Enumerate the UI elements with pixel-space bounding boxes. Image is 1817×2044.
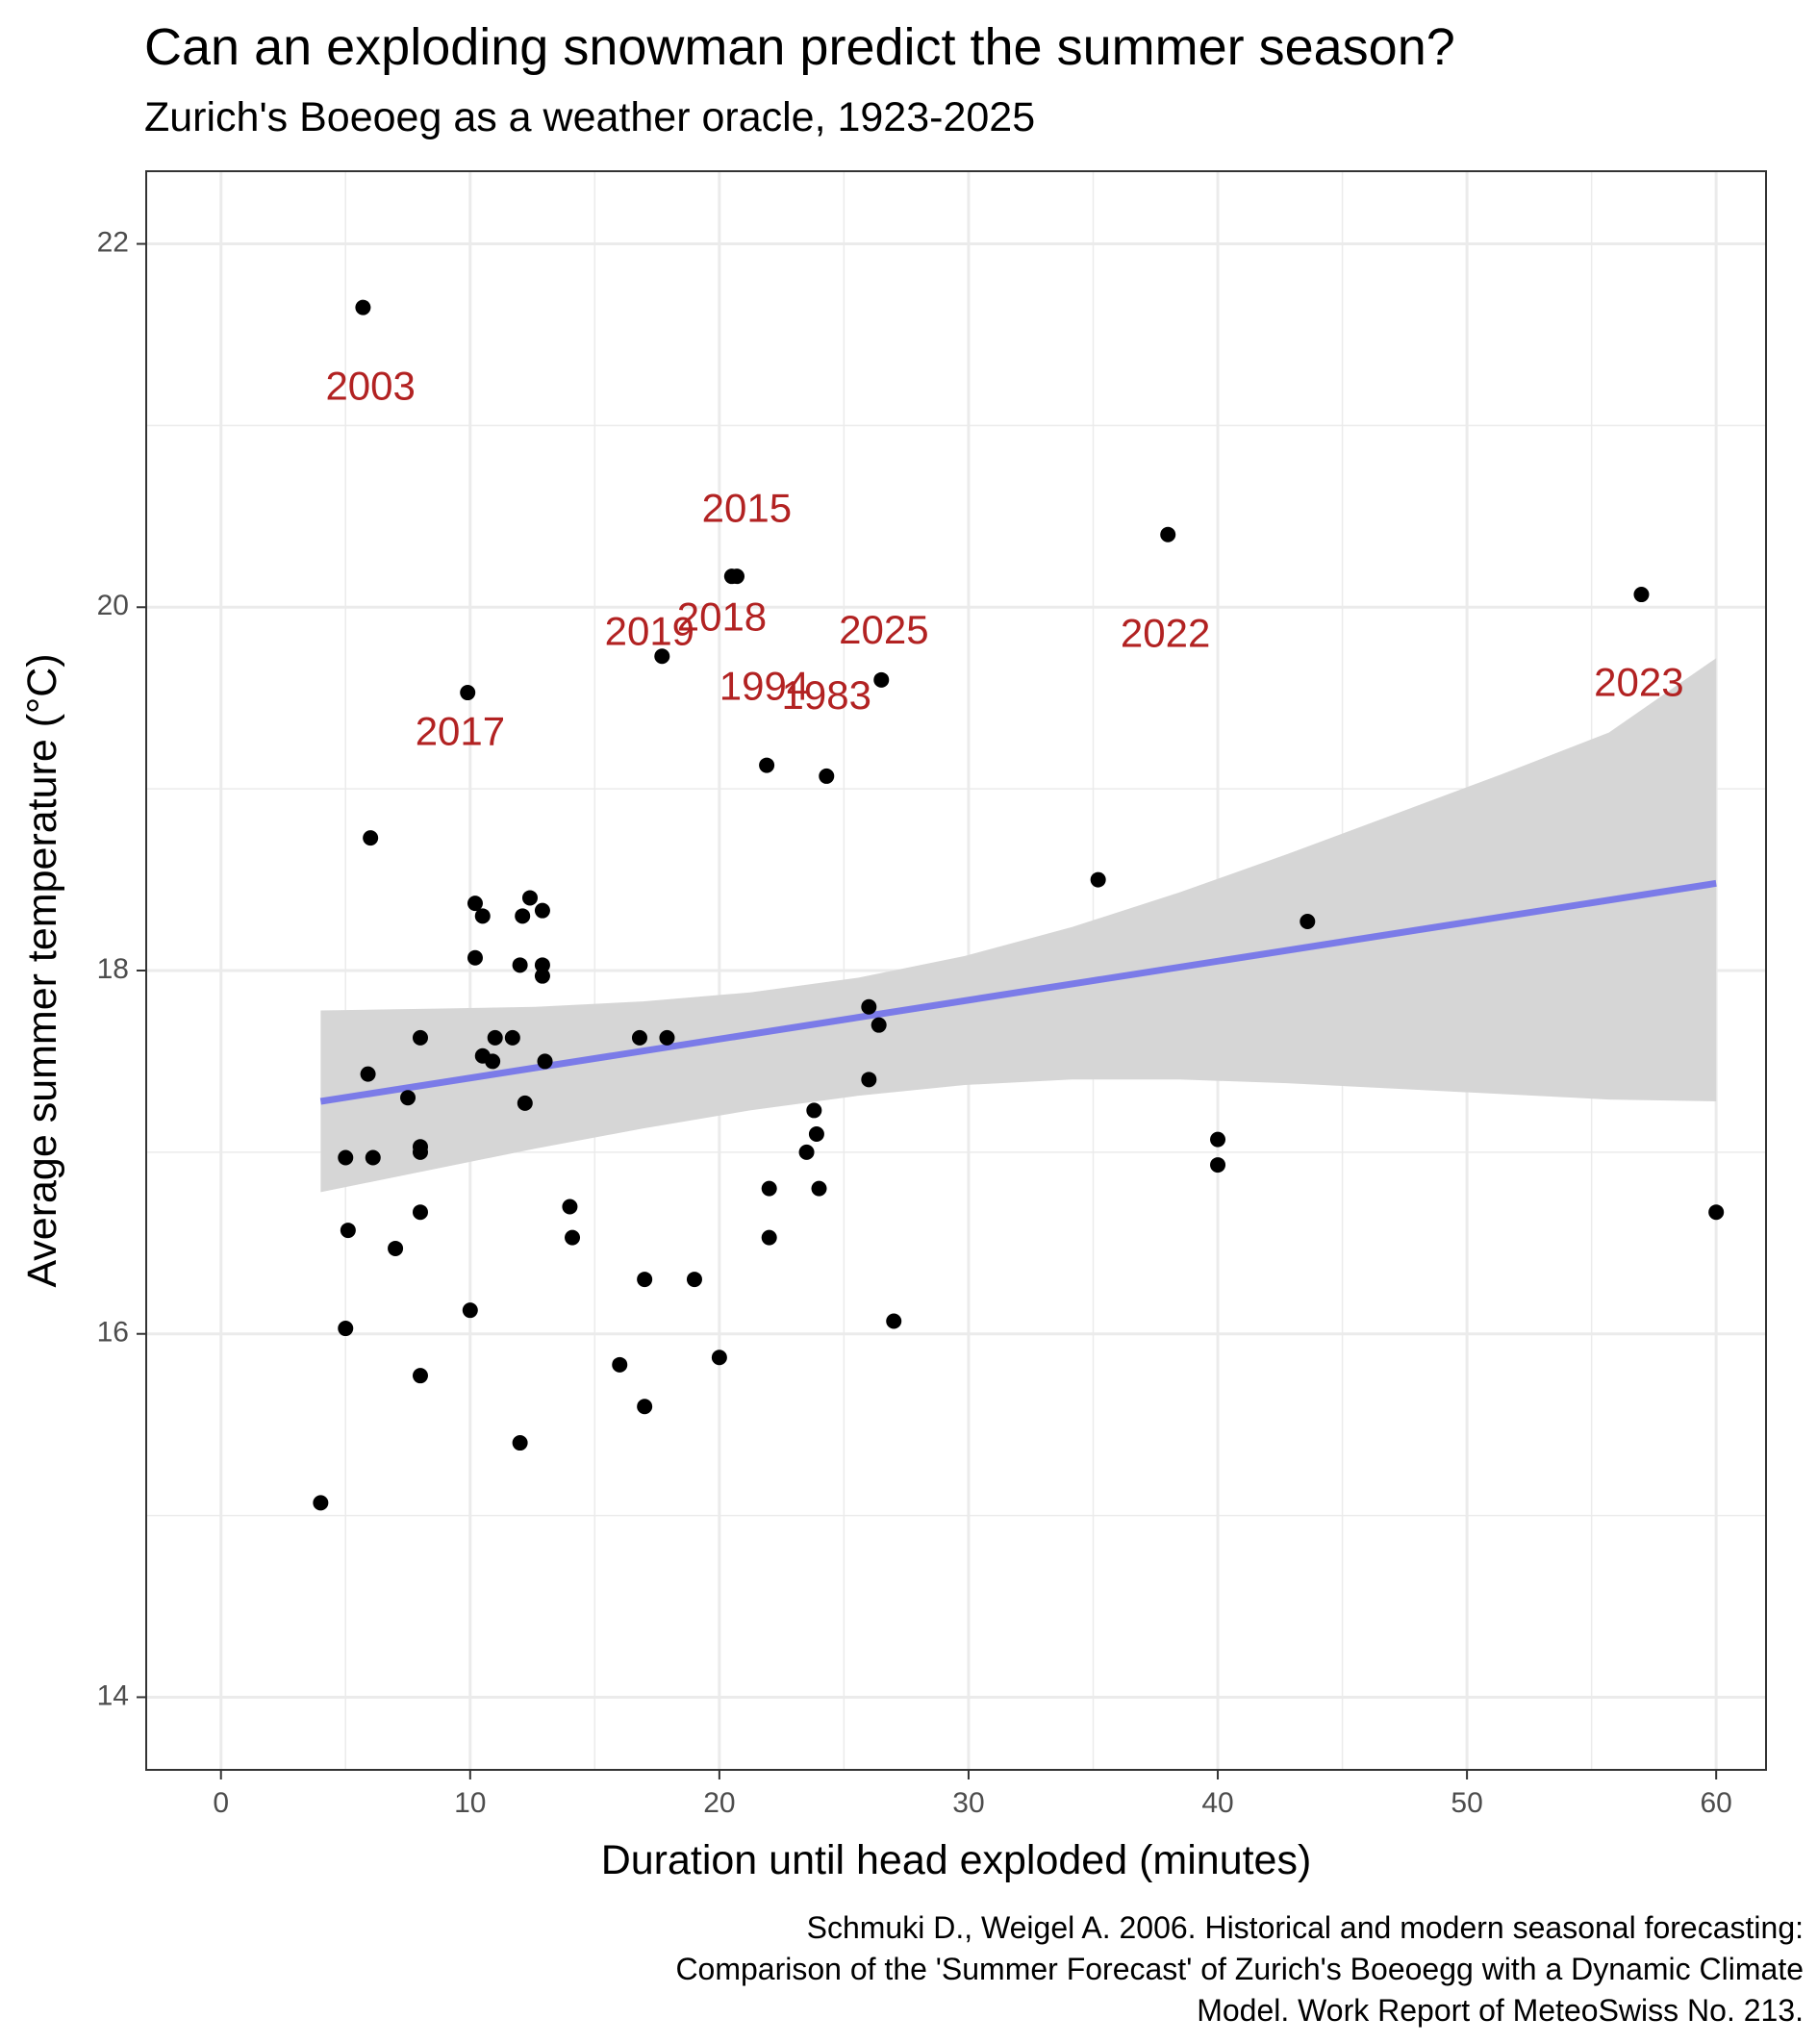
confidence-band: [320, 658, 1717, 1193]
data-point: [654, 648, 670, 665]
x-axis-title: Duration until head exploded (minutes): [601, 1837, 1312, 1883]
data-point: [355, 299, 371, 315]
data-point: [861, 998, 877, 1015]
data-point: [462, 1302, 478, 1319]
data-point: [631, 1029, 647, 1046]
data-point: [365, 1149, 381, 1166]
y-axis-title: Average summer temperature (°C): [19, 653, 65, 1287]
year-label: 2022: [1121, 611, 1210, 656]
data-point: [861, 1072, 877, 1088]
data-point: [808, 1125, 824, 1142]
data-point: [873, 671, 890, 688]
data-point: [1210, 1157, 1226, 1173]
data-points: [313, 299, 1725, 1511]
data-point: [460, 685, 476, 701]
data-point: [729, 568, 745, 585]
data-point: [504, 1029, 520, 1046]
data-point: [806, 1102, 822, 1119]
caption-line: Schmuki D., Weigel A. 2006. Historical a…: [806, 1910, 1804, 1945]
chart-subtitle: Zurich's Boeoeg as a weather oracle, 192…: [144, 94, 1036, 140]
chart-title: Can an exploding snowman predict the sum…: [144, 18, 1455, 76]
data-point: [886, 1313, 902, 1329]
data-point: [412, 1204, 428, 1221]
data-point: [1210, 1131, 1226, 1148]
data-point: [467, 949, 483, 966]
data-point: [388, 1240, 404, 1256]
year-label: 2019: [605, 609, 694, 654]
data-point: [400, 1090, 416, 1106]
x-tick-label: 30: [952, 1787, 984, 1819]
data-point: [711, 1350, 727, 1366]
data-point: [637, 1399, 653, 1415]
data-point: [1633, 587, 1650, 603]
x-tick-label: 50: [1451, 1787, 1482, 1819]
data-point: [340, 1223, 356, 1239]
y-tick-label: 20: [97, 590, 129, 621]
caption-line: Model. Work Report of MeteoSwiss No. 213…: [1197, 1993, 1804, 2028]
x-tick-label: 20: [703, 1787, 735, 1819]
data-point: [512, 1435, 528, 1451]
x-tick-label: 10: [454, 1787, 486, 1819]
data-point: [517, 1095, 533, 1111]
x-tick-label: 40: [1201, 1787, 1233, 1819]
data-point: [313, 1495, 329, 1511]
caption-line: Comparison of the 'Summer Forecast' of Z…: [675, 1952, 1804, 1986]
year-label: 2003: [325, 364, 415, 409]
source-caption: Schmuki D., Weigel A. 2006. Historical a…: [675, 1907, 1804, 2031]
data-point: [534, 957, 550, 973]
data-point: [485, 1053, 501, 1070]
x-tick-label: 60: [1700, 1787, 1731, 1819]
data-point: [1708, 1204, 1725, 1221]
data-point: [515, 908, 531, 924]
data-point: [565, 1229, 581, 1246]
data-point: [467, 896, 483, 912]
data-point: [562, 1199, 578, 1215]
year-label: 2023: [1594, 660, 1683, 705]
data-point: [871, 1017, 887, 1033]
data-point: [612, 1356, 628, 1373]
data-point: [798, 1144, 815, 1160]
year-label: 2015: [702, 485, 792, 530]
data-point: [759, 757, 775, 773]
x-tick-label: 0: [213, 1787, 229, 1819]
year-label: 2025: [839, 607, 928, 652]
y-tick-label: 22: [97, 226, 129, 258]
data-point: [412, 1029, 428, 1046]
data-point: [487, 1029, 503, 1046]
data-point: [637, 1272, 653, 1288]
data-point: [761, 1180, 777, 1197]
data-point: [811, 1180, 827, 1197]
data-point: [338, 1149, 354, 1166]
data-point: [512, 957, 528, 973]
data-point: [761, 1229, 777, 1246]
data-point: [1160, 526, 1176, 543]
data-point: [360, 1066, 376, 1082]
y-tick-label: 14: [97, 1679, 129, 1711]
data-point: [412, 1368, 428, 1384]
data-point: [412, 1144, 428, 1160]
y-tick-label: 16: [97, 1317, 129, 1349]
data-point: [819, 768, 835, 784]
data-point: [534, 902, 550, 919]
data-point: [474, 908, 491, 924]
data-point: [659, 1029, 675, 1046]
trend-line: [319, 879, 1717, 1105]
data-point: [534, 968, 550, 984]
data-point: [363, 830, 379, 846]
year-label: 1983: [782, 672, 871, 718]
data-point: [1300, 914, 1316, 930]
data-point: [338, 1321, 354, 1337]
data-point: [537, 1053, 553, 1070]
y-tick-label: 18: [97, 953, 129, 985]
data-point: [521, 890, 538, 906]
data-point: [686, 1272, 702, 1288]
year-label: 2018: [677, 594, 767, 640]
year-label: 1994: [719, 663, 809, 708]
year-label: 2017: [416, 709, 505, 754]
data-point: [1090, 871, 1106, 888]
